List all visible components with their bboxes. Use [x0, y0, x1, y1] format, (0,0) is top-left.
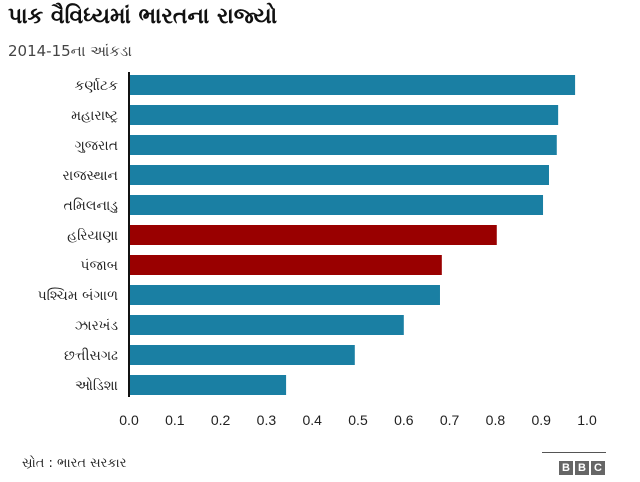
category-label: ઓડિશા	[75, 377, 118, 394]
bar-1	[129, 105, 559, 125]
x-tick-label: 0.5	[348, 412, 368, 428]
chart-subtitle: 2014-15ના આંકડા	[8, 42, 132, 60]
chart-title: પાક વૈવિધ્યમાં ભારતના રાજ્યો	[8, 4, 278, 29]
logo-divider	[542, 452, 606, 453]
category-label: કર્ણાટક	[74, 77, 118, 94]
x-tick-label: 0.6	[394, 412, 414, 428]
logo-letter: C	[591, 461, 605, 475]
bbc-logo: B B C	[559, 461, 605, 475]
x-tick-label: 0.2	[211, 412, 231, 428]
bar-3	[129, 165, 549, 185]
bar-4	[129, 195, 544, 215]
category-label: મહારાષ્ટ્ર	[71, 108, 118, 124]
category-label: રાજસ્થાન	[63, 168, 118, 184]
x-tick-label: 0.3	[257, 412, 277, 428]
x-tick-label: 0.7	[440, 412, 460, 428]
x-tick-label: 0.0	[119, 412, 139, 428]
category-label: છત્તીસગઢ	[64, 348, 118, 364]
category-label: ગુજરાત	[75, 138, 118, 154]
bar-10	[129, 375, 287, 395]
category-label: તમિલનાડુ	[64, 198, 119, 214]
bar-8	[129, 315, 404, 335]
logo-letter: B	[559, 461, 573, 475]
bar-5	[129, 225, 497, 245]
x-tick-label: 0.9	[531, 412, 551, 428]
bar-6	[129, 255, 442, 275]
x-tick-label: 0.8	[486, 412, 506, 428]
category-label: ઝારખંડ	[75, 318, 119, 334]
category-label: પશ્ચિમ બંગાળ	[38, 288, 118, 304]
bar-0	[129, 75, 576, 95]
category-label: પંજાબ	[80, 258, 118, 274]
x-tick-label: 0.4	[302, 412, 322, 428]
x-tick-label: 0.1	[165, 412, 185, 428]
x-tick-label: 1.0	[577, 412, 597, 428]
category-label: હરિયાણા	[67, 228, 118, 244]
bar-9	[129, 345, 355, 365]
source-note: સ્રોત : ભારત સરકાર	[22, 456, 127, 471]
bar-chart: કર્ણાટક મહારાષ્ટ્ર ગુજરાત રાજસ્થાન તમિલનાડુ હ…	[38, 72, 597, 428]
bar-7	[129, 285, 440, 305]
logo-letter: B	[575, 461, 589, 475]
bar-2	[129, 135, 557, 155]
